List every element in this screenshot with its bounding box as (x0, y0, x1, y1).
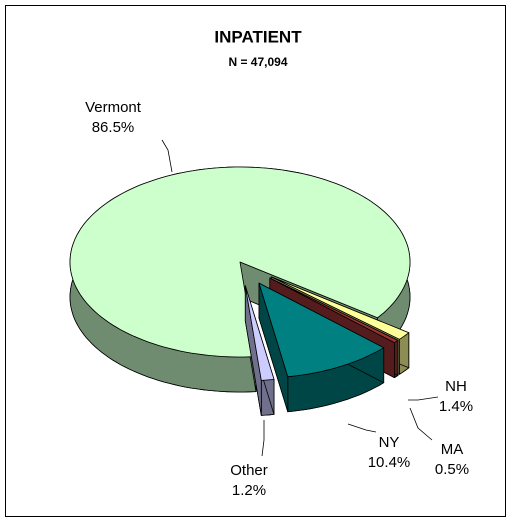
leader-line (261, 420, 265, 457)
leader-line (347, 423, 377, 433)
slice-label: Vermont (85, 99, 142, 116)
slice-label: NY (379, 434, 400, 451)
leader-line (161, 139, 173, 173)
slice (69, 166, 411, 358)
leader-line (409, 407, 433, 441)
slice-label: Other (230, 462, 268, 479)
slice (269, 277, 399, 343)
slice (244, 285, 275, 381)
leader-line (408, 396, 439, 401)
slice-label: MA (441, 441, 464, 458)
slice-value-label: 1.4% (439, 398, 473, 415)
slice-value-label: 10.4% (368, 454, 411, 471)
slice-value-label: 0.5% (435, 461, 469, 478)
slice (270, 276, 410, 340)
slice (258, 282, 385, 378)
slice-value-label: 86.5% (92, 119, 135, 136)
slice-label: NH (445, 378, 467, 395)
chart-subtitle: N = 47,094 (228, 55, 287, 69)
slice-value-label: 1.2% (232, 482, 266, 499)
chart-title: INPATIENT (214, 27, 302, 46)
